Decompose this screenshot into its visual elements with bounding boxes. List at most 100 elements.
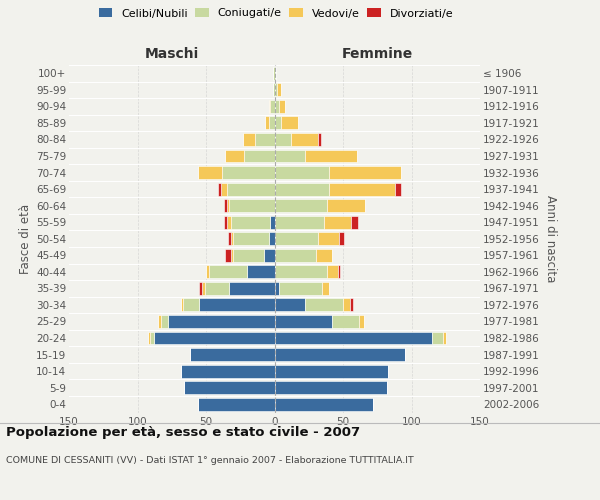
Bar — [227, 182, 275, 196]
Bar — [277, 84, 281, 96]
Bar — [275, 166, 329, 179]
Bar — [275, 199, 326, 212]
Bar — [202, 282, 205, 295]
Bar — [263, 249, 275, 262]
Bar — [265, 116, 269, 130]
Bar — [223, 166, 275, 179]
Bar — [432, 332, 443, 344]
Bar — [395, 182, 401, 196]
Bar — [190, 348, 275, 361]
Text: Femmine: Femmine — [342, 47, 413, 61]
Legend: Celibi/Nubili, Coniugati/e, Vedovi/e, Divorziati/e: Celibi/Nubili, Coniugati/e, Vedovi/e, Di… — [99, 8, 453, 18]
Bar — [275, 182, 329, 196]
Bar — [198, 166, 223, 179]
Bar — [181, 364, 275, 378]
Bar — [275, 266, 326, 278]
Bar — [273, 84, 275, 96]
Bar — [305, 298, 343, 312]
Bar — [233, 232, 269, 245]
Y-axis label: Fasce di età: Fasce di età — [19, 204, 32, 274]
Bar — [150, 332, 154, 344]
Bar — [443, 332, 446, 344]
Bar — [275, 364, 388, 378]
Bar — [329, 182, 395, 196]
Bar — [184, 381, 275, 394]
Bar — [183, 298, 199, 312]
Bar — [359, 315, 364, 328]
Bar — [275, 116, 281, 130]
Bar — [206, 266, 209, 278]
Bar — [275, 249, 316, 262]
Bar — [198, 398, 275, 410]
Bar — [350, 298, 353, 312]
Bar — [275, 298, 305, 312]
Bar — [305, 150, 356, 162]
Bar — [275, 216, 324, 228]
Bar — [278, 282, 322, 295]
Bar — [181, 298, 183, 312]
Bar — [167, 315, 275, 328]
Bar — [199, 282, 202, 295]
Bar — [199, 298, 275, 312]
Bar — [209, 266, 247, 278]
Bar — [161, 315, 167, 328]
Y-axis label: Anni di nascita: Anni di nascita — [544, 195, 557, 282]
Bar — [316, 249, 332, 262]
Bar — [275, 381, 387, 394]
Bar — [275, 398, 373, 410]
Bar — [275, 150, 305, 162]
Bar — [244, 150, 275, 162]
Bar — [275, 100, 278, 113]
Bar — [154, 332, 275, 344]
Bar — [275, 232, 319, 245]
Bar — [339, 232, 344, 245]
Bar — [256, 133, 275, 146]
Bar — [225, 150, 244, 162]
Bar — [158, 315, 161, 328]
Bar — [275, 133, 291, 146]
Bar — [329, 166, 401, 179]
Bar — [224, 216, 227, 228]
Bar — [218, 182, 221, 196]
Bar — [228, 232, 230, 245]
Bar — [229, 199, 275, 212]
Bar — [230, 232, 233, 245]
Bar — [273, 67, 275, 80]
Bar — [230, 216, 271, 228]
Bar — [269, 116, 275, 130]
Bar — [322, 282, 329, 295]
Bar — [224, 199, 227, 212]
Bar — [227, 199, 229, 212]
Bar — [326, 199, 365, 212]
Bar — [243, 133, 256, 146]
Bar — [291, 133, 319, 146]
Bar — [275, 84, 277, 96]
Bar — [221, 182, 227, 196]
Bar — [275, 67, 276, 80]
Bar — [281, 116, 298, 130]
Bar — [269, 100, 271, 113]
Bar — [319, 133, 321, 146]
Bar — [275, 348, 404, 361]
Bar — [148, 332, 150, 344]
Bar — [271, 216, 275, 228]
Text: COMUNE DI CESSANITI (VV) - Dati ISTAT 1° gennaio 2007 - Elaborazione TUTTITALIA.: COMUNE DI CESSANITI (VV) - Dati ISTAT 1°… — [6, 456, 414, 465]
Bar — [332, 315, 359, 328]
Bar — [229, 282, 275, 295]
Bar — [247, 266, 275, 278]
Bar — [275, 282, 278, 295]
Bar — [275, 332, 432, 344]
Text: Popolazione per età, sesso e stato civile - 2007: Popolazione per età, sesso e stato civil… — [6, 426, 360, 439]
Bar — [275, 315, 332, 328]
Bar — [278, 100, 286, 113]
Bar — [205, 282, 229, 295]
Bar — [351, 216, 358, 228]
Bar — [233, 249, 263, 262]
Bar — [338, 266, 340, 278]
Text: Maschi: Maschi — [145, 47, 199, 61]
Bar — [271, 100, 275, 113]
Bar — [227, 216, 230, 228]
Bar — [324, 216, 351, 228]
Bar — [269, 232, 275, 245]
Bar — [225, 249, 230, 262]
